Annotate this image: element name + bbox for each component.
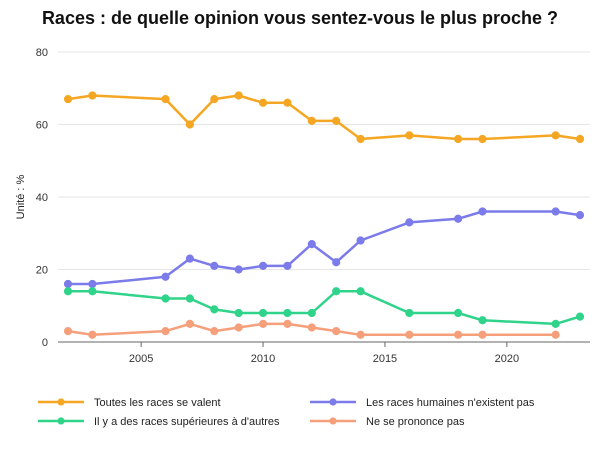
data-point[interactable] [258, 308, 268, 318]
data-point[interactable] [575, 312, 585, 321]
data-point[interactable] [551, 330, 560, 339]
series-line-2 [68, 210, 581, 286]
y-tick-label: 60 [36, 120, 48, 132]
data-point[interactable] [332, 258, 341, 267]
data-point[interactable] [185, 294, 195, 303]
data-point[interactable] [63, 95, 73, 104]
data-point[interactable] [283, 308, 292, 318]
series-line-1 [67, 94, 581, 141]
x-tick-label: 2020 [495, 353, 519, 365]
data-point[interactable] [88, 287, 97, 296]
chart-title: Races : de quelle opinion vous sentez-vo… [41, 8, 559, 28]
data-point[interactable] [283, 319, 292, 328]
data-point[interactable] [258, 261, 268, 270]
data-point[interactable] [63, 279, 73, 289]
data-point[interactable] [283, 261, 292, 270]
data-point[interactable] [210, 327, 219, 336]
x-tick-label: 2010 [251, 353, 275, 365]
y-axis-label: Unité : % [15, 174, 27, 219]
legend-swatch-marker [57, 417, 65, 425]
y-tick-label: 20 [36, 265, 48, 277]
data-point[interactable] [356, 236, 365, 245]
data-point[interactable] [478, 316, 487, 325]
data-point[interactable] [405, 131, 414, 140]
data-point[interactable] [210, 305, 219, 314]
data-point[interactable] [478, 207, 487, 216]
data-point[interactable] [453, 308, 463, 318]
y-tick-label: 40 [36, 192, 48, 204]
data-point[interactable] [234, 308, 243, 318]
data-point[interactable] [453, 214, 463, 223]
data-point[interactable] [161, 272, 170, 281]
y-tick-label: 0 [42, 337, 48, 349]
data-point[interactable] [453, 330, 463, 339]
legend-item-label[interactable]: Il y a des races supérieures à d'autres [94, 416, 280, 428]
data-point[interactable] [185, 120, 195, 129]
data-point[interactable] [332, 116, 341, 125]
data-point[interactable] [185, 319, 195, 328]
data-point[interactable] [234, 265, 243, 274]
legend-item-label[interactable]: Les races humaines n'existent pas [366, 397, 535, 409]
data-point[interactable] [258, 98, 268, 107]
data-point[interactable] [63, 287, 73, 296]
data-point[interactable] [478, 134, 487, 144]
data-point[interactable] [161, 95, 170, 104]
data-point[interactable] [63, 327, 73, 336]
data-point[interactable] [551, 131, 560, 140]
data-point[interactable] [88, 91, 97, 100]
legend-swatch-marker [329, 398, 337, 406]
data-point[interactable] [575, 134, 585, 144]
data-point[interactable] [307, 308, 316, 318]
data-point[interactable] [283, 98, 292, 107]
data-point[interactable] [307, 323, 316, 332]
data-point[interactable] [210, 95, 219, 104]
legend-swatch-marker [329, 417, 337, 425]
data-point[interactable] [478, 330, 487, 339]
data-point[interactable] [405, 308, 414, 318]
data-point[interactable] [234, 91, 243, 100]
data-point[interactable] [234, 323, 243, 332]
data-point[interactable] [161, 327, 170, 336]
data-point[interactable] [88, 279, 97, 289]
y-tick-label: 80 [36, 47, 48, 59]
legend-item-label[interactable]: Ne se prononce pas [366, 416, 465, 428]
x-tick-label: 2005 [129, 353, 153, 365]
legend-swatch-marker [57, 398, 65, 406]
legend-item-label[interactable]: Toutes les races se valent [94, 397, 221, 409]
data-point[interactable] [258, 319, 268, 328]
data-point[interactable] [161, 294, 170, 303]
data-point[interactable] [453, 134, 463, 144]
data-point[interactable] [551, 319, 560, 328]
data-point[interactable] [405, 330, 414, 339]
data-point[interactable] [185, 254, 195, 263]
data-point[interactable] [405, 218, 414, 227]
series-line-3 [68, 290, 581, 326]
data-point[interactable] [307, 116, 316, 125]
data-point[interactable] [332, 327, 341, 336]
data-point[interactable] [356, 287, 365, 296]
x-tick-label: 2015 [373, 353, 397, 365]
data-point[interactable] [88, 330, 97, 339]
data-point[interactable] [356, 134, 365, 144]
data-point[interactable] [332, 287, 341, 296]
data-point[interactable] [551, 207, 560, 216]
data-point[interactable] [356, 330, 365, 339]
data-point[interactable] [307, 240, 316, 249]
data-point[interactable] [210, 261, 219, 270]
data-point[interactable] [575, 211, 585, 220]
